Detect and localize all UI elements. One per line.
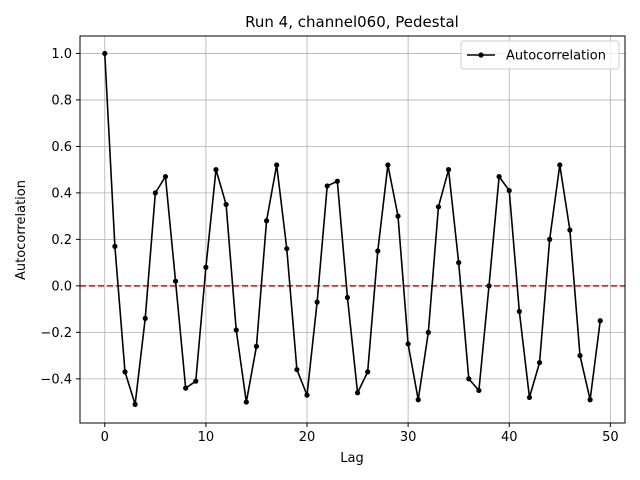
series-line [103,53,602,406]
data-point [506,187,512,194]
data-point [172,278,179,284]
legend-marker-swatch [478,52,484,58]
y-tick-label: 1.0 [51,47,72,62]
chart-title: Run 4, channel060, Pedestal [245,13,459,31]
legend-box [460,40,620,70]
data-point [365,369,371,375]
data-point [435,204,442,210]
data-point [587,397,593,403]
data-point [122,369,128,375]
y-tick-label: 0.6 [51,140,72,155]
x-tick-label: 10 [198,430,215,445]
plot-frame [79,35,626,424]
data-point [132,401,138,408]
data-point [354,390,361,396]
legend-entry-autocorrelation: Autocorrelation [506,49,606,64]
data-point [142,315,148,322]
data-point [456,260,462,266]
data-point [405,341,411,347]
data-point [526,394,533,401]
data-point [183,385,189,391]
data-point [425,329,431,335]
data-point [395,213,401,219]
data-point [344,294,351,301]
grid-lines [80,36,625,423]
data-point [324,183,330,189]
legend: Autocorrelation [460,40,620,70]
x-tick-label: 20 [299,430,316,445]
data-point [486,283,492,289]
data-point [445,167,452,173]
y-tick-label: 0.2 [51,233,72,248]
data-point [557,162,563,168]
y-tick-label: 0.4 [51,186,72,201]
data-point [597,318,603,324]
data-point [203,264,209,270]
y-tick-label: −0.4 [40,372,72,387]
data-point [193,378,199,384]
data-point [577,352,583,359]
data-point [314,299,320,305]
y-tick-label: 0.0 [51,279,72,294]
data-point [476,387,482,394]
data-point [547,236,553,242]
data-point [263,218,270,224]
data-point [223,201,229,208]
data-point [213,167,219,173]
y-tick-label: 0.8 [51,93,72,108]
data-point [152,190,158,196]
data-point [162,174,169,180]
data-point [304,392,310,398]
data-point [516,308,522,315]
data-point [385,162,391,168]
data-point [334,178,340,184]
data-point [294,366,300,373]
data-point [233,327,239,333]
data-point [496,174,502,180]
series-autocorrelation [102,50,603,408]
x-axis-ticks: 0 10 20 30 40 50 [101,423,619,445]
x-tick-label: 30 [400,430,417,445]
data-point [536,359,543,366]
x-tick-label: 0 [101,430,109,445]
data-point [284,246,290,252]
x-axis-title: Lag [340,451,363,466]
data-point [243,399,249,405]
y-tick-label: −0.2 [40,326,72,341]
data-point [567,227,573,233]
x-tick-label: 40 [501,430,518,445]
data-point [274,162,280,168]
y-axis-title: Autocorrelation [14,180,29,280]
data-point [375,248,381,254]
data-point [102,50,108,57]
data-point [112,243,118,249]
data-point [253,343,260,349]
data-point [415,397,421,403]
x-tick-label: 50 [602,430,619,445]
y-axis-ticks: −0.4 −0.2 0.0 0.2 0.4 0.6 0.8 1.0 [40,47,80,387]
data-point [466,376,472,382]
